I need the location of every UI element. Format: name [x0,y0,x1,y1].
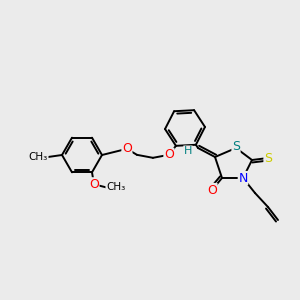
Text: S: S [264,152,272,164]
Text: S: S [232,140,240,154]
Text: O: O [89,178,99,191]
Text: O: O [122,142,132,155]
Text: O: O [207,184,217,196]
Text: N: N [238,172,248,184]
Text: O: O [164,148,174,161]
Text: CH₃: CH₃ [29,152,48,162]
Text: H: H [184,146,192,156]
Text: CH₃: CH₃ [106,182,125,192]
